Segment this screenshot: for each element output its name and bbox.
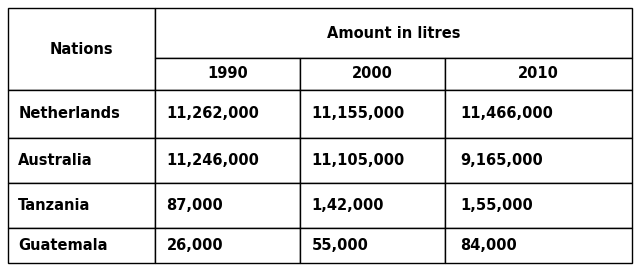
Bar	[155, 138, 300, 183]
Bar	[155, 183, 300, 228]
Text: 2010: 2010	[518, 66, 559, 82]
Bar	[445, 228, 632, 263]
Text: 11,246,000: 11,246,000	[166, 153, 259, 168]
Text: 26,000: 26,000	[166, 238, 223, 253]
Bar	[8, 8, 155, 90]
Text: Amount in litres: Amount in litres	[327, 25, 460, 40]
Bar	[155, 58, 300, 90]
Bar	[8, 228, 155, 263]
Text: 2000: 2000	[352, 66, 393, 82]
Text: 1,42,000: 1,42,000	[312, 198, 384, 213]
Bar	[8, 138, 155, 183]
Bar	[8, 90, 155, 138]
Bar	[445, 58, 632, 90]
Bar	[155, 228, 300, 263]
Bar	[8, 183, 155, 228]
Bar	[300, 138, 445, 183]
Text: Nations: Nations	[50, 41, 113, 56]
Text: Netherlands: Netherlands	[19, 107, 120, 121]
Bar	[445, 183, 632, 228]
Text: Tanzania: Tanzania	[19, 198, 91, 213]
Text: Guatemala: Guatemala	[19, 238, 108, 253]
Text: 11,105,000: 11,105,000	[312, 153, 405, 168]
Bar	[445, 90, 632, 138]
Text: 11,262,000: 11,262,000	[166, 107, 259, 121]
Text: 11,155,000: 11,155,000	[312, 107, 405, 121]
Bar	[445, 138, 632, 183]
Text: Australia: Australia	[19, 153, 93, 168]
Text: 1990: 1990	[207, 66, 248, 82]
Bar	[300, 90, 445, 138]
Text: 87,000: 87,000	[166, 198, 223, 213]
Bar	[155, 90, 300, 138]
Text: 1,55,000: 1,55,000	[460, 198, 532, 213]
Bar	[300, 228, 445, 263]
Text: 55,000: 55,000	[312, 238, 369, 253]
Bar	[300, 58, 445, 90]
Text: 84,000: 84,000	[460, 238, 516, 253]
Text: 11,466,000: 11,466,000	[460, 107, 553, 121]
Text: 9,165,000: 9,165,000	[460, 153, 543, 168]
Bar	[155, 8, 632, 58]
Bar	[300, 183, 445, 228]
